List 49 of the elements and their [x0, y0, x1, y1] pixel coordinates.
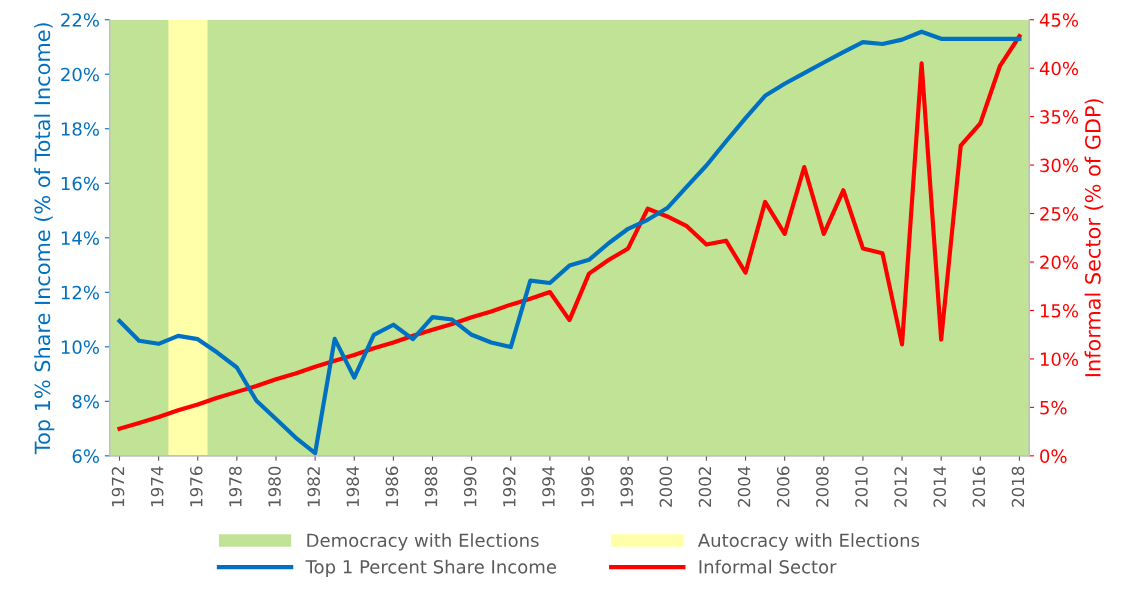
x-tick-label: 2004 [737, 466, 751, 507]
y2-tick-label: 35% [1040, 110, 1079, 124]
x-tick-label: 2000 [659, 466, 673, 507]
legend-label: Top 1 Percent Share Income [305, 559, 556, 578]
x-tick-label: 1994 [542, 466, 555, 507]
y2-tick-label: 30% [1040, 158, 1079, 173]
y-tick-label: 8% [72, 394, 99, 409]
y2-tick-label: 0% [1040, 449, 1067, 463]
x-tick-label: 2010 [855, 466, 868, 507]
x-tick-label: 2008 [816, 466, 829, 507]
y2-tick-label: 25% [1040, 207, 1079, 221]
y-tick-label: 18% [61, 122, 99, 136]
x-tick-label: 1980 [268, 466, 281, 507]
y2-tick-label: 5% [1040, 400, 1067, 415]
x-tick-label: 2014 [933, 466, 947, 507]
y-tick-label: 6% [72, 449, 99, 463]
y-tick-label: 20% [61, 67, 99, 82]
x-tick-label: 1982 [307, 467, 320, 507]
y-tick-label: 14% [61, 231, 99, 245]
legend-label: Democracy with Elections [307, 533, 539, 551]
x-tick-label: 1984 [346, 466, 360, 507]
y2-axis-title: Informal Sector (% of GDP) [1084, 99, 1104, 377]
x-tick-label: 1976 [189, 466, 203, 507]
y-tick-label: 12% [61, 285, 99, 300]
x-tick-label: 2016 [972, 466, 986, 507]
x-tick-label: 2006 [776, 466, 790, 507]
x-tick-label: 1974 [150, 466, 164, 507]
x-tick-label: 1990 [463, 466, 477, 507]
x-tick-label: 1996 [581, 466, 594, 507]
y2-tick-label: 20% [1040, 255, 1079, 270]
y-tick-label: 16% [61, 176, 99, 191]
y2-tick-label: 40% [1039, 61, 1079, 76]
y2-tick-label: 45% [1039, 13, 1079, 27]
legend-label: Autocracy with Elections [697, 533, 920, 551]
y-tick-label: 22% [61, 13, 99, 27]
y2-tick-label: 15% [1040, 303, 1079, 318]
x-tick-label: 2012 [894, 467, 907, 507]
legend-label: Informal Sector [699, 559, 837, 574]
x-tick-label: 1988 [424, 466, 438, 507]
x-tick-label: 1986 [385, 466, 399, 507]
x-tick-label: 1972 [111, 467, 125, 507]
y2-tick-label: 10% [1040, 352, 1079, 367]
y-axis-title: Top 1% Share Income (% of Total Income) [34, 23, 55, 455]
y-tick-label: 10% [61, 340, 99, 354]
x-tick-label: 1992 [503, 467, 516, 507]
x-tick-label: 1978 [229, 466, 242, 507]
x-tick-label: 2002 [698, 467, 712, 507]
x-tick-label: 1998 [620, 466, 633, 507]
x-tick-label: 2018 [1011, 466, 1025, 507]
